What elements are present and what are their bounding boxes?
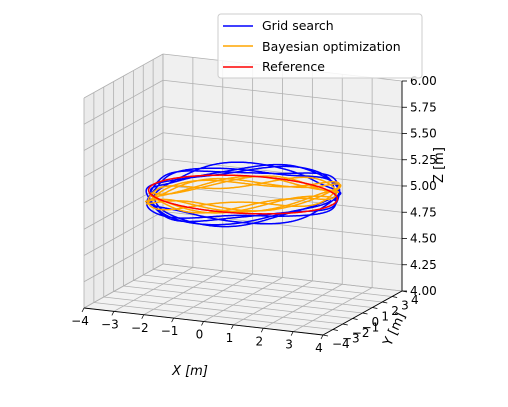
y-tick-mark-1 <box>333 330 338 331</box>
z-tick-label-7: 5.75 <box>410 100 437 114</box>
z-tick-label-6: 5.50 <box>410 127 437 141</box>
y-tick-mark-0 <box>323 335 328 336</box>
x-tick-mark-8 <box>321 335 323 339</box>
x-tick-label-7: 3 <box>285 338 293 352</box>
x-axis-label: X [m] <box>171 364 208 379</box>
y-tick-label-7: 3 <box>401 299 409 313</box>
legend-label-bayesian-optimization: Bayesian optimization <box>262 39 401 54</box>
y-tick-mark-3 <box>353 319 358 320</box>
z-tick-label-3: 4.75 <box>410 205 437 219</box>
y-tick-mark-5 <box>372 308 377 309</box>
x-tick-label-0: −4 <box>71 314 89 328</box>
z-axis-label: Z [m] <box>432 147 447 183</box>
x-tick-mark-7 <box>291 332 293 336</box>
y-tick-label-5: 1 <box>381 310 389 324</box>
x-tick-label-1: −3 <box>101 317 119 331</box>
z-tick-label-2: 4.50 <box>410 232 437 246</box>
x-tick-mark-4 <box>202 322 204 326</box>
x-tick-mark-6 <box>261 328 263 332</box>
x-tick-mark-2 <box>142 315 144 319</box>
z-tick-label-1: 4.25 <box>410 258 437 272</box>
x-tick-mark-3 <box>172 318 174 322</box>
legend: Grid search Bayesian optimization Refere… <box>218 14 422 78</box>
legend-label-reference: Reference <box>262 59 325 74</box>
x-tick-mark-1 <box>112 311 114 315</box>
x-tick-mark-0 <box>82 308 84 312</box>
y-tick-mark-6 <box>382 302 387 303</box>
x-tick-label-2: −2 <box>131 321 149 335</box>
y-tick-mark-7 <box>392 297 397 298</box>
x-tick-label-5: 1 <box>226 331 234 345</box>
y-tick-label-4: 0 <box>372 315 380 329</box>
x-tick-label-8: 4 <box>315 341 323 355</box>
x-tick-label-6: 2 <box>255 334 263 348</box>
x-tick-mark-5 <box>231 325 233 329</box>
legend-label-grid-search: Grid search <box>262 18 334 33</box>
x-tick-label-4: 0 <box>196 328 204 342</box>
y-tick-mark-4 <box>363 313 368 314</box>
x-tick-label-3: −1 <box>161 324 179 338</box>
y-tick-mark-2 <box>343 324 348 325</box>
z-tick-label-0: 4.00 <box>410 284 437 298</box>
